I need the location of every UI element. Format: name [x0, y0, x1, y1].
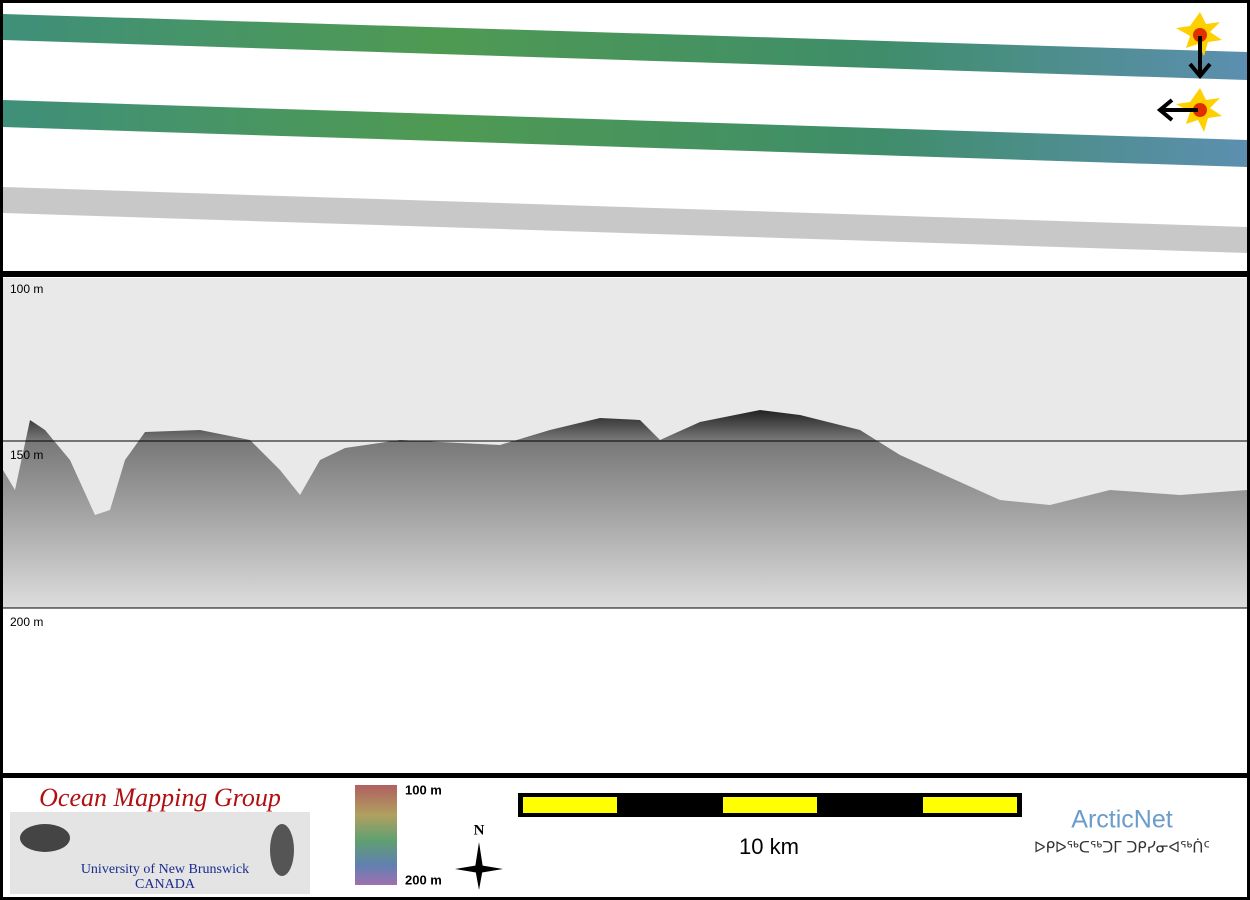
scale-bar: [923, 797, 1017, 813]
depth-label: 100 m: [10, 282, 43, 296]
logo-image: [270, 824, 294, 876]
scale-bar: [523, 797, 617, 813]
colorbar: [355, 785, 397, 885]
logo-country: CANADA: [135, 877, 196, 892]
bathymetry-swath: [3, 100, 1247, 167]
logo-university: University of New Brunswick: [81, 862, 249, 877]
north-arrow: [455, 865, 503, 873]
backscatter-swath: [3, 187, 1247, 253]
scale-label: 10 km: [739, 834, 799, 859]
logo-image: [10, 812, 310, 894]
partner-name: ArcticNet: [1071, 806, 1172, 834]
scale-bar: [723, 797, 817, 813]
colorbar-label: 200 m: [405, 872, 442, 887]
logo-title: Ocean Mapping Group: [39, 783, 281, 812]
logo-image: [20, 824, 70, 852]
sun-icon: [1156, 12, 1222, 132]
bathymetry-swath: [3, 14, 1247, 80]
depth-label: 150 m: [10, 448, 43, 462]
partner-syllabics: ᐅᑭᐅᖅᑕᖅᑐᒥ ᑐᑭᓯᓂᐊᖅᑏᑦ: [1034, 839, 1210, 857]
north-label: N: [474, 822, 485, 838]
colorbar-label: 100 m: [405, 782, 442, 797]
seabed: [3, 410, 1247, 608]
depth-label: 200 m: [10, 615, 43, 629]
